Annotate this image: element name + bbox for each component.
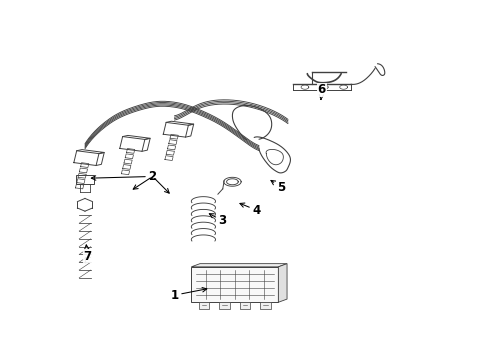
Text: 1: 1 xyxy=(170,288,206,302)
Bar xyxy=(198,302,209,309)
Bar xyxy=(239,302,250,309)
Bar xyxy=(191,267,278,302)
Polygon shape xyxy=(191,264,286,267)
Polygon shape xyxy=(278,264,286,302)
Text: 7: 7 xyxy=(83,245,91,263)
Bar xyxy=(76,175,94,184)
Text: 2: 2 xyxy=(91,170,156,183)
Bar xyxy=(260,302,270,309)
Text: 4: 4 xyxy=(240,203,260,217)
Text: 3: 3 xyxy=(209,214,226,227)
Bar xyxy=(219,302,229,309)
Text: 5: 5 xyxy=(270,180,285,194)
Text: 6: 6 xyxy=(317,83,325,100)
